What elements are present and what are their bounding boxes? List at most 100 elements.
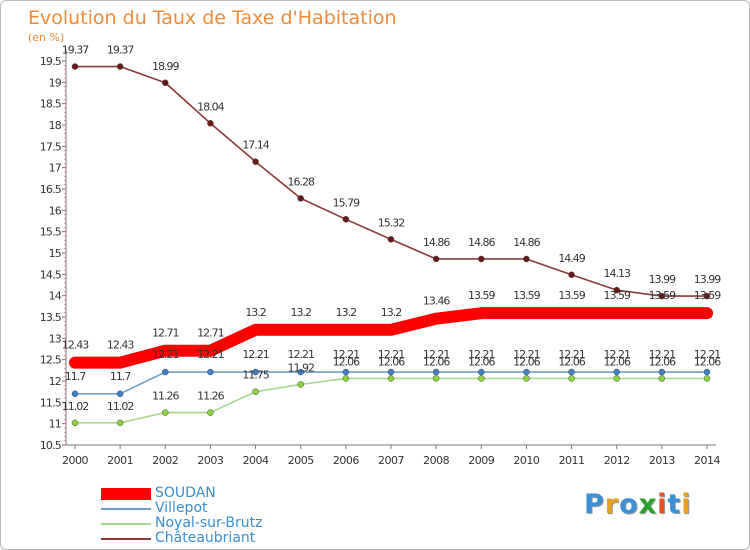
series-point-3 [703, 292, 711, 300]
data-label-1: 11.7 [65, 370, 86, 383]
series-point-3 [252, 158, 259, 165]
series-point-2 [342, 375, 350, 382]
data-label-3: 19.37 [62, 44, 89, 57]
data-label-2: 12.06 [378, 355, 405, 368]
legend-item: SOUDAN [101, 485, 401, 502]
data-label-3: 14.86 [468, 236, 495, 249]
logo-letter: r [604, 489, 620, 520]
data-label-3: 17.14 [242, 139, 269, 152]
y-tick-label: 15.5 [40, 226, 62, 239]
series-point-2 [568, 375, 575, 382]
x-tick-label: 2010 [513, 454, 539, 467]
data-label-0: 12.43 [62, 339, 89, 352]
series-point-2 [297, 381, 304, 388]
series-point-3 [162, 79, 169, 87]
data-label-1: 12.21 [378, 348, 405, 361]
data-label-1: 12.21 [152, 348, 179, 361]
series-point-1 [658, 368, 666, 376]
series-point-1 [162, 368, 169, 376]
data-label-0: 13.59 [649, 289, 676, 302]
data-label-2: 11.02 [107, 400, 134, 413]
data-label-1: 12.21 [513, 348, 540, 361]
data-label-3: 19.37 [107, 44, 134, 57]
series-point-1 [342, 368, 350, 376]
series-point-1 [568, 368, 575, 376]
y-tick-label: 13.5 [40, 311, 62, 324]
data-label-0: 13.59 [694, 289, 721, 302]
series-point-1 [478, 368, 485, 376]
x-tick-label: 2000 [62, 454, 88, 467]
y-tick-label: 12.5 [40, 354, 62, 367]
series-point-3 [478, 255, 485, 263]
y-tick-label: 16 [49, 204, 62, 217]
y-tick-label: 17 [49, 162, 62, 175]
series-point-1 [523, 368, 530, 376]
series-point-1 [297, 368, 304, 376]
y-tick-label: 19 [49, 76, 62, 89]
legend-swatch [101, 538, 151, 540]
proxiti-logo: Proxiti [584, 489, 692, 520]
legend-item: Villepot [101, 500, 401, 517]
data-label-3: 18.99 [152, 60, 179, 73]
data-label-1: 12.21 [197, 348, 224, 361]
legend-label: Noyal-sur-Brutz [155, 515, 263, 531]
data-label-3: 14.86 [513, 236, 540, 249]
logo-letter: o [619, 489, 639, 520]
series-point-1 [207, 368, 214, 376]
chart-title: Evolution du Taux de Taxe d'Habitation [28, 7, 397, 29]
y-tick-label: 18.5 [40, 98, 62, 111]
data-label-0: 13.59 [558, 289, 585, 302]
data-label-3: 15.79 [333, 196, 360, 209]
data-label-0: 13.46 [423, 295, 450, 308]
data-label-2: 11.26 [197, 390, 224, 403]
x-tick-label: 2009 [468, 454, 494, 467]
data-label-2: 11.02 [62, 400, 89, 413]
legend-item: Châteaubriant [101, 530, 401, 547]
x-tick-label: 2003 [197, 454, 223, 467]
data-label-2: 12.06 [558, 355, 585, 368]
series-point-1 [116, 390, 124, 398]
data-label-0: 12.71 [152, 327, 179, 340]
data-label-3: 13.99 [649, 273, 676, 286]
series-point-2 [523, 375, 530, 382]
x-tick-label: 2013 [649, 454, 675, 467]
series-point-2 [116, 419, 124, 427]
series-point-2 [432, 375, 440, 382]
data-label-1: 12.21 [649, 348, 676, 361]
data-label-1: 12.21 [423, 348, 450, 361]
y-tick-label: 12 [49, 375, 61, 388]
x-tick-label: 2005 [288, 454, 314, 467]
series-point-3 [432, 255, 440, 263]
data-label-0: 13.2 [290, 306, 311, 319]
series-point-2 [613, 375, 620, 382]
data-label-3: 14.13 [603, 267, 630, 280]
data-label-3: 15.32 [378, 216, 405, 229]
series-point-3 [658, 292, 666, 300]
series-point-1 [387, 368, 395, 376]
logo-letter: t [667, 489, 682, 520]
x-tick-label: 2012 [604, 454, 630, 467]
data-label-0: 13.2 [245, 306, 266, 319]
logo-letter: P [584, 489, 605, 520]
data-label-3: 16.28 [287, 175, 314, 188]
y-tick-label: 11 [49, 418, 61, 431]
data-label-0: 13.59 [468, 289, 495, 302]
data-label-3: 13.99 [694, 273, 721, 286]
legend-label: Châteaubriant [155, 530, 256, 546]
y-tick-label: 11.5 [40, 396, 62, 409]
legend-label: Villepot [155, 500, 208, 516]
y-tick-label: 19.5 [40, 55, 62, 68]
data-label-2: 12.06 [423, 355, 450, 368]
y-axis-unit-label: (en %) [28, 31, 65, 44]
data-label-0: 13.59 [603, 289, 630, 302]
x-tick-label: 2011 [559, 454, 585, 467]
legend-swatch [101, 488, 151, 500]
series-point-1 [703, 368, 711, 376]
series-point-3 [568, 271, 575, 279]
legend-swatch [101, 508, 151, 510]
data-label-1: 12.21 [242, 348, 269, 361]
data-label-2: 12.06 [333, 355, 360, 368]
data-label-2: 12.06 [513, 355, 540, 368]
data-label-1: 12.21 [333, 348, 360, 361]
series-point-3 [523, 255, 530, 263]
